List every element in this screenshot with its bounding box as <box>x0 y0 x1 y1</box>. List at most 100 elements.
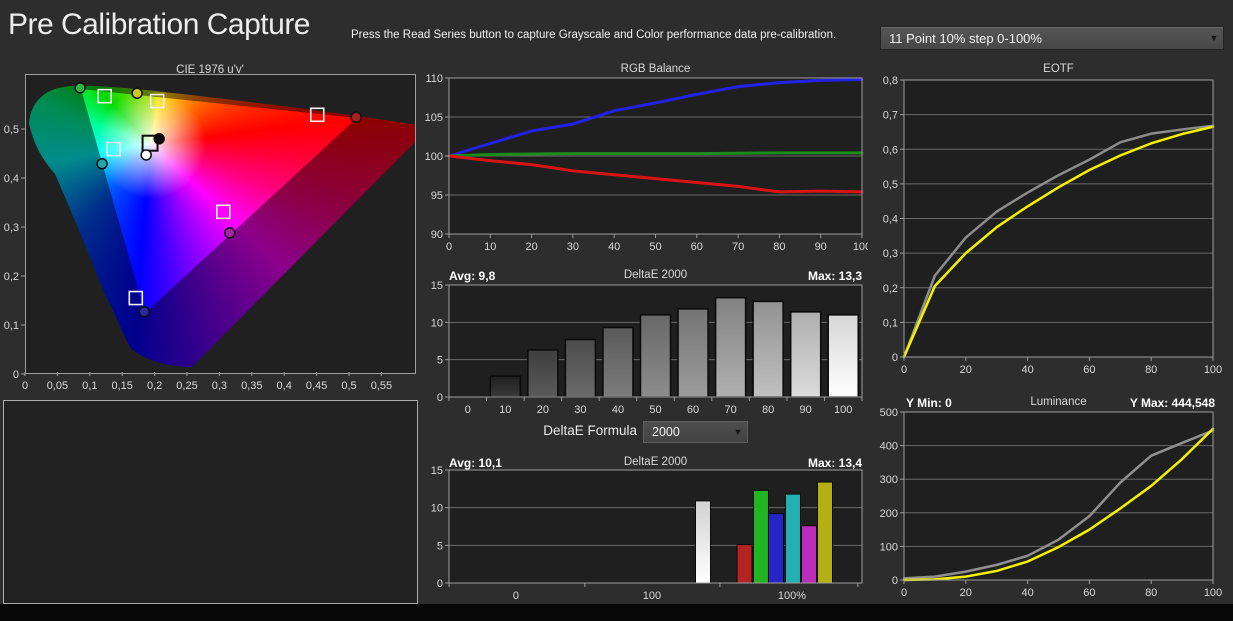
svg-text:15: 15 <box>431 465 443 477</box>
svg-text:70: 70 <box>724 404 736 416</box>
svg-text:0: 0 <box>901 587 907 599</box>
svg-text:0: 0 <box>22 380 28 392</box>
deltae-formula-dropdown[interactable]: 2000 ▼ <box>643 421 748 443</box>
svg-text:110: 110 <box>425 73 443 85</box>
svg-text:0,3: 0,3 <box>212 380 227 392</box>
cie-target-yellow <box>149 93 165 109</box>
svg-text:0,6: 0,6 <box>883 144 898 156</box>
deltae-grayscale-plot: 0 10 20 30 40 50 60 70 80 90 100 0 5 10 15 <box>431 280 863 416</box>
deltae-grayscale-title: DeltaE 2000 <box>623 269 688 281</box>
deltae-color-chart: Avg: 10,1 DeltaE 2000 Max: 13,4 0 100 100%… <box>421 448 868 608</box>
eotf-title: EOTF <box>1043 63 1074 75</box>
cie-measured-cyan <box>96 158 108 170</box>
svg-text:60: 60 <box>691 241 703 253</box>
cie-measured-magenta <box>224 227 236 239</box>
rgb-balance-title: RGB Balance <box>620 63 691 75</box>
svg-text:0,4: 0,4 <box>4 173 19 185</box>
svg-text:10: 10 <box>431 317 443 329</box>
svg-text:0,7: 0,7 <box>883 110 898 122</box>
svg-text:0,05: 0,05 <box>47 380 68 392</box>
svg-text:40: 40 <box>1021 587 1033 599</box>
svg-text:60: 60 <box>1083 364 1095 376</box>
deltae-formula-value: 2000 <box>652 425 680 439</box>
luminance-chart: Y Min: 0 Luminance Y Max: 444,548 0 20 40 6… <box>878 392 1233 604</box>
svg-text:200: 200 <box>880 508 898 520</box>
svg-text:0,35: 0,35 <box>241 380 262 392</box>
svg-text:100: 100 <box>834 404 852 416</box>
svg-text:100: 100 <box>853 241 868 253</box>
svg-text:10: 10 <box>484 241 496 253</box>
svg-text:0: 0 <box>901 364 907 376</box>
svg-text:100%: 100% <box>778 590 806 602</box>
svg-text:80: 80 <box>762 404 774 416</box>
luminance-title: Luminance <box>1030 396 1087 408</box>
rgb-balance-plot: 0 10 20 30 40 50 60 70 80 90 100 90 95 100 105 110 <box>425 73 868 253</box>
svg-text:10: 10 <box>431 503 443 515</box>
deltae-formula-label: DeltaE Formula <box>543 423 637 438</box>
svg-text:0,15: 0,15 <box>111 380 132 392</box>
deltae-color-max: Max: 13,4 <box>807 456 862 470</box>
svg-text:0,5: 0,5 <box>4 124 19 136</box>
svg-text:300: 300 <box>880 474 898 486</box>
svg-text:80: 80 <box>773 241 785 253</box>
chevron-down-icon: ▼ <box>733 427 743 437</box>
cie-plot-area <box>25 74 416 374</box>
svg-text:15: 15 <box>431 280 443 292</box>
svg-text:0,55: 0,55 <box>371 380 392 392</box>
svg-text:0,2: 0,2 <box>147 380 162 392</box>
svg-text:50: 50 <box>649 241 661 253</box>
svg-text:0,8: 0,8 <box>883 75 898 87</box>
cie-target-blue <box>128 290 144 306</box>
svg-text:30: 30 <box>574 404 586 416</box>
svg-text:40: 40 <box>1021 364 1033 376</box>
svg-text:50: 50 <box>649 404 661 416</box>
cie-measured-yellow <box>131 87 143 99</box>
svg-text:100: 100 <box>425 151 443 163</box>
svg-text:100: 100 <box>1204 364 1222 376</box>
svg-text:20: 20 <box>960 364 972 376</box>
page-title: Pre Calibration Capture <box>8 8 311 41</box>
svg-text:90: 90 <box>815 241 827 253</box>
svg-text:0: 0 <box>437 392 443 404</box>
svg-text:100: 100 <box>880 541 898 553</box>
deltae-grayscale-chart: Avg: 9,8 DeltaE 2000 Max: 13,3 0 10 20 30 40… <box>421 258 868 416</box>
svg-text:0,1: 0,1 <box>4 320 19 332</box>
point-preset-value: 11 Point 10% step 0-100% <box>889 30 1042 46</box>
svg-text:5: 5 <box>437 355 443 367</box>
eotf-chart: EOTF 0 20 40 60 80 100 0 0,1 0,2 0,3 0,4 0,5 0,6 0,7 0… <box>878 60 1233 382</box>
chevron-down-icon: ▼ <box>1209 33 1219 43</box>
svg-text:0: 0 <box>465 404 471 416</box>
svg-text:0,5: 0,5 <box>341 380 356 392</box>
cie-chart-title: CIE 1976 u'v' <box>176 64 244 76</box>
cie-measured-red <box>350 111 362 123</box>
svg-text:10: 10 <box>499 404 511 416</box>
svg-text:20: 20 <box>537 404 549 416</box>
rgb-balance-chart: RGB Balance 0 10 20 30 40 50 60 70 80 90 100 90 95 10… <box>421 60 868 260</box>
svg-text:0,2: 0,2 <box>4 271 19 283</box>
svg-text:0,3: 0,3 <box>883 248 898 260</box>
cie-markers-overlay: 0 0,05 0,1 0,15 0,2 0,25 0,3 0,35 0,4 0,45 0,5 0,55… <box>4 82 392 392</box>
point-preset-dropdown[interactable]: 11 Point 10% step 0-100% ▼ <box>880 26 1224 50</box>
deltae-grayscale-max: Max: 13,3 <box>807 269 862 283</box>
svg-text:105: 105 <box>425 112 443 124</box>
eotf-plot: 0 20 40 60 80 100 0 0,1 0,2 0,3 0,4 0,5 0,6 0,7 0,8 <box>883 75 1222 376</box>
svg-text:0,4: 0,4 <box>277 380 292 392</box>
luminance-ymax: Y Max: 444,548 <box>1129 396 1215 410</box>
svg-text:40: 40 <box>612 404 624 416</box>
svg-text:60: 60 <box>687 404 699 416</box>
bottom-strip <box>0 604 1233 621</box>
svg-text:0,4: 0,4 <box>883 214 898 226</box>
deltae-color-title: DeltaE 2000 <box>623 456 688 468</box>
svg-text:0: 0 <box>437 578 443 590</box>
svg-text:500: 500 <box>880 407 898 419</box>
svg-text:0: 0 <box>892 352 898 364</box>
cie-measured-white <box>140 149 152 161</box>
cie-target-red <box>309 107 325 123</box>
svg-text:80: 80 <box>1145 364 1157 376</box>
svg-text:20: 20 <box>960 587 972 599</box>
notes-panel <box>3 400 418 604</box>
svg-text:90: 90 <box>800 404 812 416</box>
svg-text:0,1: 0,1 <box>82 380 97 392</box>
svg-text:20: 20 <box>525 241 537 253</box>
cie-target-cyan <box>106 141 122 157</box>
